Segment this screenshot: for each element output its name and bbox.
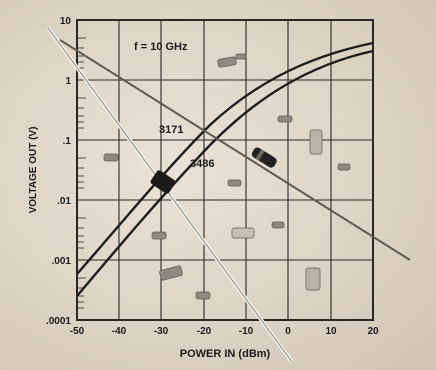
- x-tick-label: -20: [197, 326, 212, 337]
- small-components: [103, 53, 351, 300]
- diode-body-left: [150, 170, 176, 194]
- x-tick-label: -50: [70, 326, 85, 337]
- x-axis-label: POWER IN (dBm): [180, 348, 271, 360]
- y-tick-label: .1: [63, 136, 72, 147]
- curve-label-3171: 3171: [159, 124, 183, 136]
- x-tick-label: 20: [367, 326, 379, 337]
- curve-label-3486: 3486: [190, 158, 214, 170]
- diode-body-right: [251, 147, 277, 168]
- y-tick-labels: 10 1 .1 .01 .001 .0001: [46, 16, 71, 327]
- x-tick-label: -10: [239, 326, 254, 337]
- y-tick-label: 10: [60, 16, 72, 27]
- curve-3486: [76, 49, 374, 297]
- y-tick-label: .01: [57, 196, 71, 207]
- x-tick-label: -30: [154, 326, 169, 337]
- y-tick-label: .0001: [46, 316, 71, 327]
- wire-lead-edge: [47, 27, 293, 363]
- curve-3171: [76, 41, 374, 275]
- diode-band: [255, 149, 265, 161]
- x-tick-label: 10: [325, 326, 337, 337]
- x-tick-labels: -50 -40 -30 -20 -10 0 10 20: [70, 326, 379, 337]
- frequency-annotation: f = 10 GHz: [134, 41, 188, 53]
- y-tick-label: 1: [65, 76, 71, 87]
- y-tick-label: .001: [52, 256, 72, 267]
- y-axis-label: VOLTAGE OUT (V): [28, 127, 39, 214]
- x-tick-label: -40: [112, 326, 127, 337]
- wire-lead-dark: [59, 39, 411, 261]
- x-tick-label: 0: [285, 326, 291, 337]
